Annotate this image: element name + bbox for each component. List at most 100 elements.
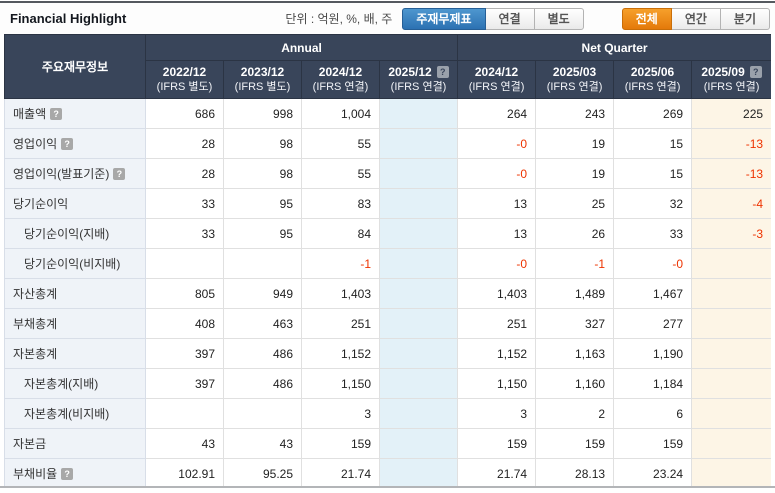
column-header-1: 2023/12 (IFRS 별도) (223, 60, 302, 99)
table-row-1: 영업이익? 28 98 55 -0 19 15 -13 (4, 128, 771, 159)
value-cell: 463 (223, 308, 302, 339)
statement-button-0[interactable]: 주재무제표 (402, 7, 486, 30)
row-label: 영업이익 (13, 137, 58, 151)
column-header-3: 2025/12? (IFRS 연결) (378, 60, 459, 99)
row-label: 영업이익(발표기준) (13, 167, 110, 181)
row-label: 부채총계 (13, 317, 58, 331)
column-basis-label: (IFRS 연결) (703, 81, 760, 93)
table-row-10: 자본총계(비지배) 3 3 2 6 (4, 398, 771, 429)
value-cell: 13 (457, 188, 537, 219)
row-label: 부채비율 (13, 467, 58, 481)
statement-button-1[interactable]: 연결 (484, 7, 535, 30)
value-cell: 95 (223, 218, 302, 249)
table-row-12: 부채비율? 102.91 95.25 21.74 21.74 28.13 23.24 (4, 458, 771, 486)
top-divider (0, 0, 775, 3)
column-period-label: 2022/12 (162, 65, 207, 79)
row-label-cell: 자산총계 (4, 278, 146, 309)
row-label-cell: 자본총계 (4, 338, 146, 369)
row-label-cell: 당기순이익 (4, 188, 146, 219)
value-cell: 83 (301, 188, 380, 219)
value-cell: 21.74 (457, 458, 537, 486)
table-row-0: 매출액? 686 998 1,004 264 243 269 225 (4, 98, 771, 129)
help-icon[interactable]: ? (61, 138, 74, 150)
value-cell (691, 308, 771, 339)
row-label: 자산총계 (13, 287, 58, 301)
column-period-label: 2025/09? (692, 65, 771, 80)
value-cell: 1,467 (613, 278, 693, 309)
value-cell (378, 428, 459, 459)
value-cell: 102.91 (145, 458, 224, 486)
value-cell: 1,150 (301, 368, 380, 399)
value-cell: 43 (145, 428, 224, 459)
value-cell (378, 458, 459, 486)
help-icon[interactable]: ? (749, 66, 762, 78)
column-group-header-1: Net Quarter (457, 34, 771, 61)
value-cell: 1,190 (613, 338, 693, 369)
period-button-0[interactable]: 전체 (621, 7, 672, 30)
financial-table-wrap: 주요재무정보 Annual Net Quarter 2022/12 (IFRS 별도… (4, 34, 771, 486)
table-row-7: 부채총계 408 463 251 251 327 277 (4, 308, 771, 339)
column-group-header-0: Annual (144, 34, 459, 61)
value-cell: 3 (457, 398, 537, 429)
value-cell (691, 368, 771, 399)
help-icon[interactable]: ? (50, 108, 63, 120)
period-button-2[interactable]: 분기 (719, 7, 770, 30)
value-cell: 1,163 (535, 338, 615, 369)
value-cell: 1,004 (301, 98, 380, 129)
help-icon[interactable]: ? (113, 168, 126, 180)
value-cell (223, 248, 302, 279)
value-cell: 15 (613, 158, 693, 189)
column-basis-label: (IFRS 별도) (156, 81, 213, 93)
unit-label: 단위 : 억원, %, 배, 주 (285, 12, 393, 26)
column-basis-label: (IFRS 별도) (234, 81, 291, 93)
row-label: 당기순이익 (13, 197, 69, 211)
value-cell (691, 428, 771, 459)
column-period-label: 2024/12 (318, 65, 363, 79)
value-cell (145, 248, 224, 279)
value-cell: 84 (301, 218, 380, 249)
value-cell: 1,403 (301, 278, 380, 309)
value-cell: 6 (613, 398, 693, 429)
value-cell: 13 (457, 218, 537, 249)
column-header-2: 2024/12 (IFRS 연결) (301, 60, 380, 99)
value-cell: 251 (301, 308, 380, 339)
value-cell: 686 (145, 98, 224, 129)
row-label-cell: 부채비율? (4, 458, 146, 486)
row-label: 자본총계 (13, 347, 58, 361)
value-cell: -1 (535, 248, 615, 279)
row-label: 매출액 (13, 107, 47, 121)
financial-table: 주요재무정보 Annual Net Quarter 2022/12 (IFRS 별도… (4, 34, 771, 486)
value-cell (145, 398, 224, 429)
column-period-label: 2023/12 (240, 65, 285, 79)
value-cell (691, 278, 771, 309)
value-cell: 1,160 (535, 368, 615, 399)
row-label: 당기순이익(지배) (24, 227, 110, 241)
help-icon[interactable]: ? (436, 66, 449, 78)
value-cell: 95 (223, 188, 302, 219)
value-cell (691, 458, 771, 486)
value-cell: -0 (457, 158, 537, 189)
value-cell: 98 (223, 158, 302, 189)
table-row-8: 자본총계 397 486 1,152 1,152 1,163 1,190 (4, 338, 771, 369)
column-period-label: 2025/12? (380, 65, 457, 80)
column-basis-label: (IFRS 연결) (546, 81, 603, 93)
column-basis-label: (IFRS 연결) (312, 81, 369, 93)
value-cell: 33 (145, 218, 224, 249)
table-row-2: 영업이익(발표기준)? 28 98 55 -0 19 15 -13 (4, 158, 771, 189)
value-cell: 33 (613, 218, 693, 249)
value-cell: 1,184 (613, 368, 693, 399)
help-icon[interactable]: ? (61, 468, 74, 480)
value-cell: 95.25 (223, 458, 302, 486)
value-cell: 55 (301, 158, 380, 189)
period-toggle-group: 전체 연간 분기 (621, 7, 770, 30)
period-button-1[interactable]: 연간 (670, 7, 721, 30)
row-label: 자본총계(비지배) (24, 407, 110, 421)
value-cell: 1,152 (301, 338, 380, 369)
value-cell: 269 (613, 98, 693, 129)
page-title: Financial Highlight (10, 11, 127, 26)
value-cell: 32 (613, 188, 693, 219)
statement-button-2[interactable]: 별도 (533, 7, 584, 30)
value-cell: 1,403 (457, 278, 537, 309)
table-corner-header: 주요재무정보 (4, 34, 146, 99)
